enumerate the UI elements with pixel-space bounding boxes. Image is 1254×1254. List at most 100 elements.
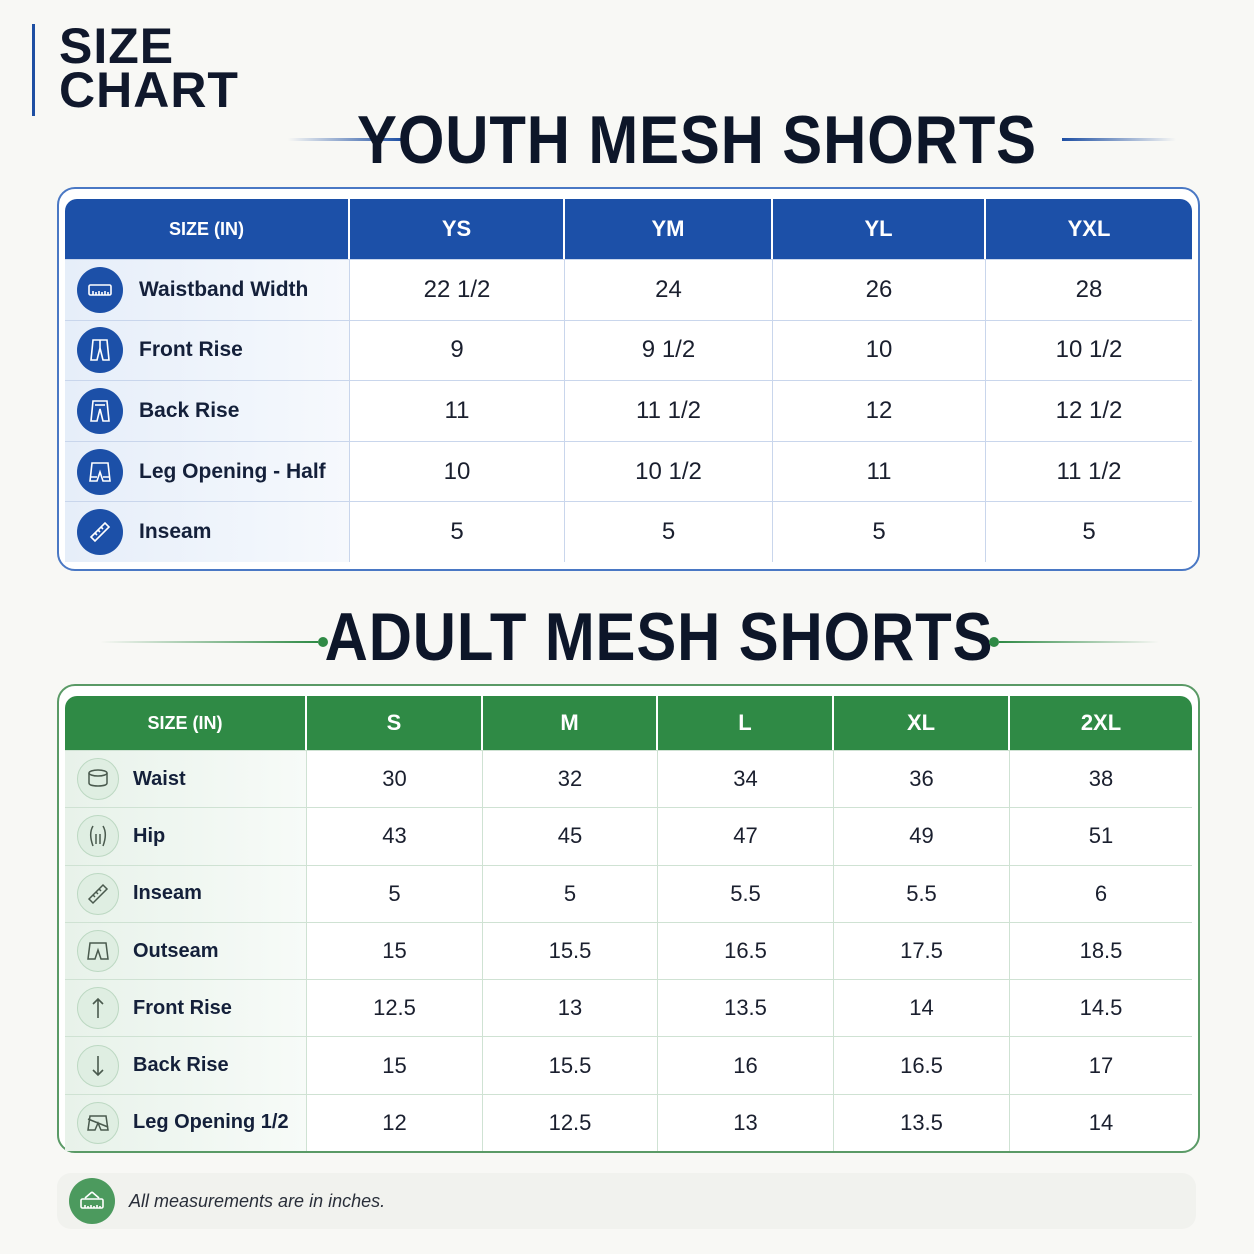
measurement-value: 10 1/2 xyxy=(986,319,1192,381)
measurement-value: 5.5 xyxy=(658,864,834,922)
row-label-cell: Inseam xyxy=(65,501,350,562)
table-row: Back Rise 11 11 1/2 12 12 1/2 xyxy=(65,380,1192,441)
measurement-value: 5 xyxy=(986,501,1192,562)
measurement-value: 13.5 xyxy=(658,979,834,1037)
measurement-value: 12.5 xyxy=(307,979,483,1037)
table-row: Back Rise 15 15.5 16 16.5 17 xyxy=(65,1036,1192,1094)
table-row: Waist 30 32 34 36 38 xyxy=(65,750,1192,808)
measurement-value: 26 xyxy=(773,259,986,320)
adult-title-row: ADULT MESH SHORTS xyxy=(0,597,1254,677)
brand-line-2: CHART xyxy=(59,62,239,118)
measurement-value: 11 1/2 xyxy=(565,380,773,441)
waist-icon xyxy=(77,758,119,801)
row-label-cell: Waist xyxy=(65,750,307,808)
measurement-value: 14 xyxy=(1010,1093,1192,1151)
title-rule-right xyxy=(1062,138,1176,141)
leg-opening-icon xyxy=(77,1101,119,1144)
shorts-back-icon xyxy=(77,387,123,434)
shorts-leg-icon xyxy=(77,448,123,495)
row-label-cell: Front Rise xyxy=(65,319,350,381)
measuring-tape-icon xyxy=(69,1178,115,1224)
title-rule-right xyxy=(999,641,1159,643)
measurement-value: 28 xyxy=(986,259,1192,320)
size-column-header: M xyxy=(483,696,658,750)
measuring-tape-icon xyxy=(77,266,123,313)
arrow-down-icon xyxy=(77,1044,119,1087)
measurement-value: 17 xyxy=(1010,1036,1192,1093)
measurement-value: 14.5 xyxy=(1010,979,1192,1036)
row-label-cell: Leg Opening 1/2 xyxy=(65,1093,307,1152)
measurement-value: 16 xyxy=(658,1036,834,1094)
measurement-value: 12 xyxy=(307,1093,483,1152)
measurement-value: 5 xyxy=(307,864,483,922)
measurement-value: 15.5 xyxy=(483,1036,658,1094)
measurement-value: 18.5 xyxy=(1010,921,1192,979)
measurement-value: 15 xyxy=(307,921,483,980)
measurement-value: 5 xyxy=(565,501,773,562)
ruler-icon xyxy=(77,509,123,556)
measurement-label: Back Rise xyxy=(133,1054,229,1077)
measurement-label: Back Rise xyxy=(139,398,240,422)
measurement-label: Inseam xyxy=(139,520,212,544)
measurement-value: 12.5 xyxy=(483,1093,658,1152)
measurement-label: Leg Opening - Half xyxy=(139,459,326,483)
table-row: Waistband Width 22 1/2 24 26 28 xyxy=(65,259,1192,320)
title-rule-left xyxy=(288,138,402,141)
measurement-value: 11 1/2 xyxy=(986,440,1192,502)
hip-icon xyxy=(77,815,119,858)
measurement-value: 5 xyxy=(773,501,986,562)
measurement-value: 32 xyxy=(483,750,658,808)
size-column-header: YM xyxy=(565,199,773,259)
measurement-label: Front Rise xyxy=(133,996,232,1019)
measurement-value: 5 xyxy=(483,864,658,922)
measurement-value: 9 xyxy=(350,319,565,381)
measurement-note: All measurements are in inches. xyxy=(57,1173,1196,1229)
size-column-header: L xyxy=(658,696,834,750)
size-chart-brand: SIZE CHART xyxy=(32,21,239,118)
adult-section-title: ADULT MESH SHORTS xyxy=(324,599,994,675)
measurement-value: 12 1/2 xyxy=(986,380,1192,441)
note-text: All measurements are in inches. xyxy=(129,1190,386,1211)
table-header-row: SIZE (IN) S M L XL 2XL xyxy=(65,696,1192,750)
table-row: Outseam 15 15.5 16.5 17.5 18.5 xyxy=(65,921,1192,980)
measurement-value: 10 xyxy=(773,319,986,381)
youth-title-row: YOUTH MESH SHORTS xyxy=(0,100,1254,180)
measurement-value: 36 xyxy=(834,750,1010,808)
row-label-cell: Back Rise xyxy=(65,1036,307,1094)
measurement-value: 9 1/2 xyxy=(565,319,773,381)
measurement-value: 14 xyxy=(834,979,1010,1037)
measurement-value: 13 xyxy=(483,979,658,1037)
table-row: Front Rise 12.5 13 13.5 14 14.5 xyxy=(65,979,1192,1037)
measurement-value: 13.5 xyxy=(834,1093,1010,1152)
measurement-value: 6 xyxy=(1010,864,1192,922)
table-row: Leg Opening - Half 10 10 1/2 11 11 1/2 xyxy=(65,440,1192,502)
size-column-header: YS xyxy=(350,199,565,259)
title-dot-left xyxy=(318,637,328,647)
measurement-value: 30 xyxy=(307,750,483,808)
measurement-value: 38 xyxy=(1010,750,1192,807)
measurement-label: Inseam xyxy=(133,882,202,905)
measurement-value: 10 1/2 xyxy=(565,440,773,502)
measurement-value: 5 xyxy=(350,501,565,562)
measurement-label: Hip xyxy=(133,824,166,847)
row-label-cell: Front Rise xyxy=(65,979,307,1037)
measurement-value: 47 xyxy=(658,807,834,865)
measurement-value: 10 xyxy=(350,440,565,502)
youth-size-table-frame: SIZE (IN) YS YM YL YXL Waistband Width 22 1/2… xyxy=(57,187,1200,571)
measurement-label: Outseam xyxy=(133,939,219,962)
row-label-cell: Back Rise xyxy=(65,380,350,441)
measurement-value: 17.5 xyxy=(834,921,1010,980)
shorts-front-icon xyxy=(77,327,123,374)
measurement-value: 16.5 xyxy=(834,1036,1010,1094)
adult-size-table: SIZE (IN) S M L XL 2XL Waist 30 32 34 36 38 Hip 43 45… xyxy=(65,696,1192,1152)
row-label-cell: Hip xyxy=(65,807,307,865)
measurement-label: Waist xyxy=(133,767,186,790)
measurement-label: Leg Opening 1/2 xyxy=(133,1111,289,1134)
size-column-header: YL xyxy=(773,199,986,259)
measurement-value: 22 1/2 xyxy=(350,259,565,320)
measurement-label: Front Rise xyxy=(139,338,243,362)
measurement-value: 34 xyxy=(658,750,834,808)
measurement-value: 15 xyxy=(307,1036,483,1094)
youth-section-title: YOUTH MESH SHORTS xyxy=(357,102,1037,178)
